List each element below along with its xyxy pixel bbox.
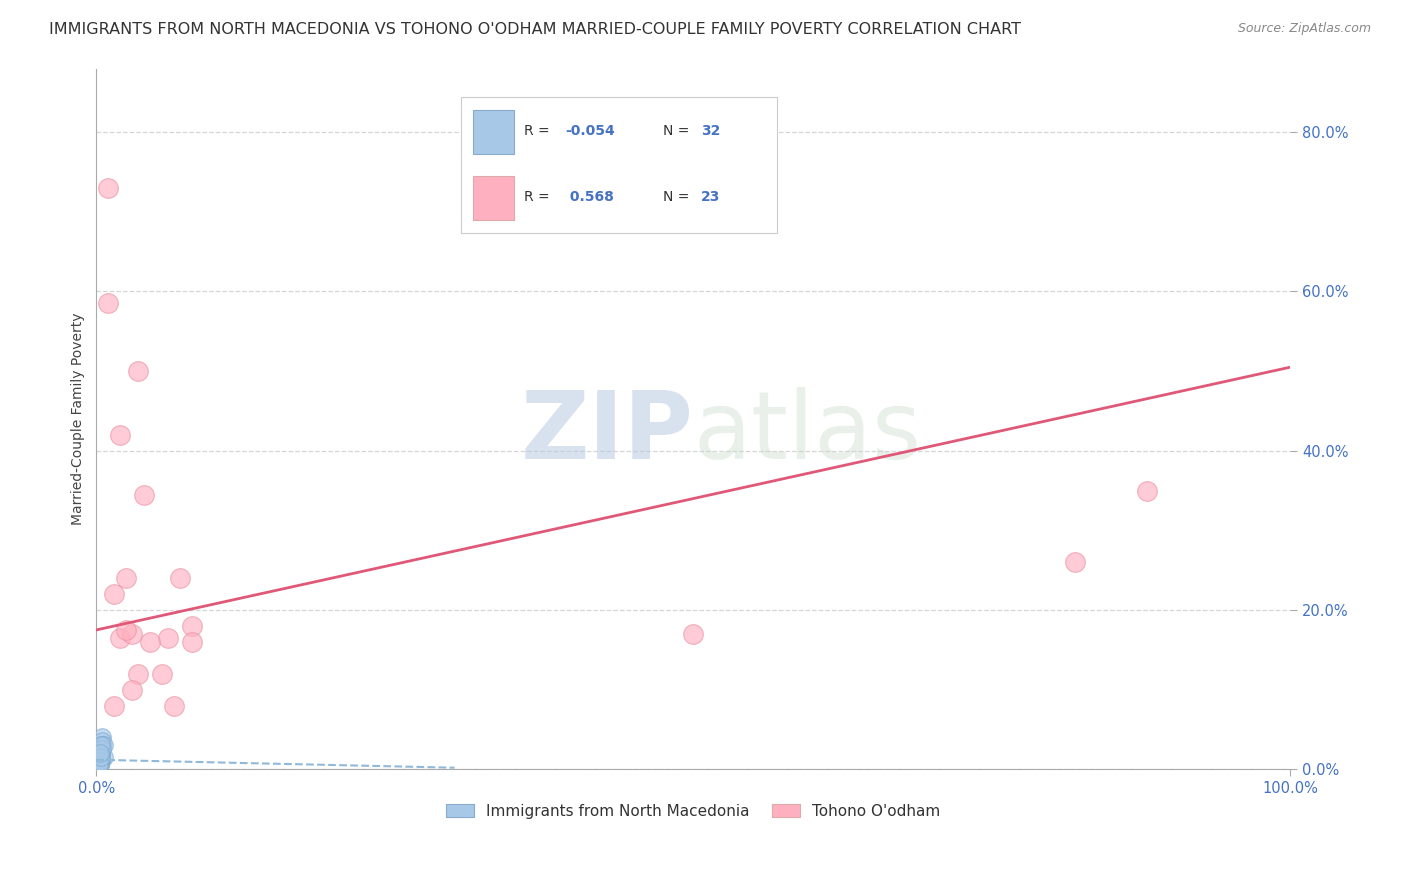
Point [91, 734, 114, 748]
Point [150, 666, 173, 681]
Point [90, 742, 112, 756]
Point [91, 731, 114, 745]
Point [91, 739, 114, 753]
Point [139, 635, 162, 649]
Point [110, 427, 132, 442]
Point [87, 750, 110, 764]
Point [1064, 555, 1087, 569]
Text: ZIP: ZIP [520, 387, 693, 479]
Point [89, 755, 111, 769]
Point [97, 181, 120, 195]
Text: atlas: atlas [693, 387, 921, 479]
Point [89, 747, 111, 761]
Point [180, 619, 202, 633]
Point [89, 747, 111, 761]
Point [90, 755, 112, 769]
Point [87, 758, 110, 772]
Point [169, 571, 191, 585]
Legend: Immigrants from North Macedonia, Tohono O'odham: Immigrants from North Macedonia, Tohono … [440, 797, 946, 825]
Point [115, 623, 138, 637]
Point [89, 758, 111, 772]
Point [90, 747, 112, 762]
Point [90, 739, 112, 753]
Point [87, 747, 110, 761]
Point [132, 487, 155, 501]
Point [87, 758, 110, 772]
Point [90, 755, 112, 769]
Point [89, 747, 111, 761]
Point [90, 750, 112, 764]
Text: Source: ZipAtlas.com: Source: ZipAtlas.com [1237, 22, 1371, 36]
Point [90, 742, 112, 756]
Point [156, 631, 179, 645]
Point [1136, 483, 1159, 498]
Point [90, 747, 112, 761]
Point [163, 698, 186, 713]
Point [89, 758, 111, 772]
Point [91, 742, 114, 756]
Point [97, 296, 120, 310]
Point [682, 627, 704, 641]
Point [121, 627, 143, 641]
Point [87, 753, 110, 767]
Text: IMMIGRANTS FROM NORTH MACEDONIA VS TOHONO O'ODHAM MARRIED-COUPLE FAMILY POVERTY : IMMIGRANTS FROM NORTH MACEDONIA VS TOHON… [49, 22, 1021, 37]
Point [127, 364, 149, 378]
Point [90, 739, 112, 753]
Point [89, 756, 111, 770]
Y-axis label: Married-Couple Family Poverty: Married-Couple Family Poverty [72, 313, 86, 525]
Point [180, 635, 202, 649]
Point [87, 758, 110, 772]
Point [103, 587, 125, 601]
Point [93, 750, 115, 764]
Point [87, 755, 110, 769]
Point [93, 739, 115, 753]
Point [127, 666, 149, 681]
Point [103, 698, 125, 713]
Point [121, 682, 143, 697]
Point [89, 750, 111, 764]
Point [110, 631, 132, 645]
Point [115, 571, 138, 585]
Point [89, 745, 111, 759]
Point [89, 755, 111, 769]
